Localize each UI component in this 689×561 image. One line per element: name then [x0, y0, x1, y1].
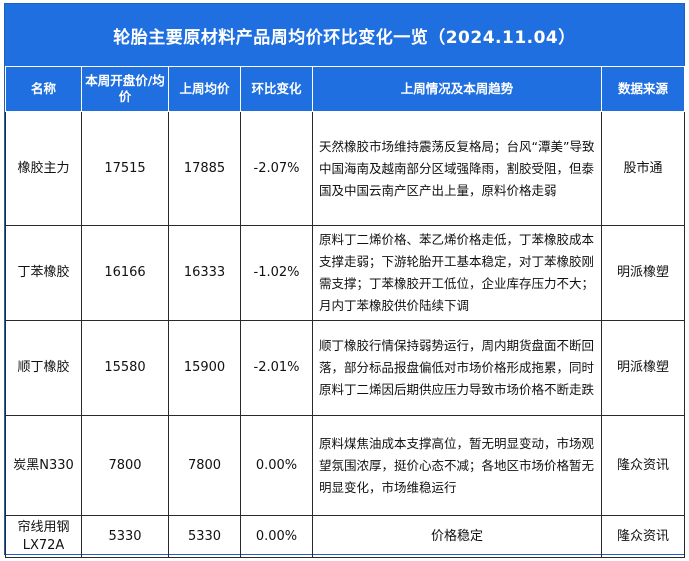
header-change: 环比变化 — [240, 66, 313, 112]
cell-change: 0.00% — [240, 515, 313, 558]
cell-change: -1.02% — [240, 225, 313, 321]
cell-name: 丁苯橡胶 — [5, 225, 82, 321]
cell-trend: 价格稳定 — [312, 515, 602, 558]
cell-source: 股市通 — [601, 111, 685, 226]
cell-trend: 原料煤焦油成本支撑高位，暂无明显变动，市场观望氛围浓厚，挺价心态不减；各地区市场… — [312, 415, 602, 516]
table-title: 轮胎主要原材料产品周均价环比变化一览（2024.11.04） — [5, 4, 684, 66]
table-row: 炭黑N330 7800 7800 0.00% 原料煤焦油成本支撑高位，暂无明显变… — [5, 415, 685, 516]
table-row: 丁苯橡胶 16166 16333 -1.02% 原料丁二烯价格、苯乙烯价格走低，… — [5, 225, 685, 321]
cell-open-price: 5330 — [81, 515, 169, 558]
cell-trend: 天然橡胶市场维持震荡反复格局；台风“潭美”导致中国海南及越南部分区域强降雨，割胶… — [312, 111, 602, 226]
table-row: 帘线用钢LX72A 5330 5330 0.00% 价格稳定 隆众资讯 — [5, 515, 685, 558]
cell-source: 隆众资讯 — [601, 515, 685, 558]
cell-open-price: 7800 — [81, 415, 169, 516]
header-name: 名称 — [5, 66, 82, 112]
cell-source: 明派橡塑 — [601, 225, 685, 321]
cell-change: -2.07% — [240, 111, 313, 226]
header-open-price: 本周开盘价/均价 — [81, 66, 169, 112]
cell-name: 顺丁橡胶 — [5, 320, 82, 416]
cell-change: 0.00% — [240, 415, 313, 516]
price-table: 名称 本周开盘价/均价 上周均价 环比变化 上周情况及本周趋势 数据来源 橡胶主… — [5, 66, 685, 558]
cell-trend: 顺丁橡胶行情保持弱势运行，周内期货盘面不断回落，部分标品报盘偏低对市场价格形成拖… — [312, 320, 602, 416]
table-row: 橡胶主力 17515 17885 -2.07% 天然橡胶市场维持震荡反复格局；台… — [5, 111, 685, 226]
header-source: 数据来源 — [601, 66, 685, 112]
price-table-card: 轮胎主要原材料产品周均价环比变化一览（2024.11.04） 名称 本周开盘价/… — [4, 3, 685, 558]
cell-source: 隆众资讯 — [601, 415, 685, 516]
header-row: 名称 本周开盘价/均价 上周均价 环比变化 上周情况及本周趋势 数据来源 — [5, 66, 685, 112]
cell-open-price: 16166 — [81, 225, 169, 321]
header-trend: 上周情况及本周趋势 — [312, 66, 602, 112]
cell-last-avg: 17885 — [168, 111, 241, 226]
cell-name: 帘线用钢LX72A — [5, 515, 82, 558]
cell-name: 橡胶主力 — [5, 111, 82, 226]
cell-last-avg: 7800 — [168, 415, 241, 516]
cell-open-price: 15580 — [81, 320, 169, 416]
table-row: 顺丁橡胶 15580 15900 -2.01% 顺丁橡胶行情保持弱势运行，周内期… — [5, 320, 685, 416]
cell-last-avg: 5330 — [168, 515, 241, 558]
cell-last-avg: 15900 — [168, 320, 241, 416]
cell-name: 炭黑N330 — [5, 415, 82, 516]
cell-change: -2.01% — [240, 320, 313, 416]
cell-source: 明派橡塑 — [601, 320, 685, 416]
cell-open-price: 17515 — [81, 111, 169, 226]
cell-trend: 原料丁二烯价格、苯乙烯价格走低，丁苯橡胶成本支撑走弱；下游轮胎开工基本稳定，对丁… — [312, 225, 602, 321]
cell-last-avg: 16333 — [168, 225, 241, 321]
header-last-avg: 上周均价 — [168, 66, 241, 112]
